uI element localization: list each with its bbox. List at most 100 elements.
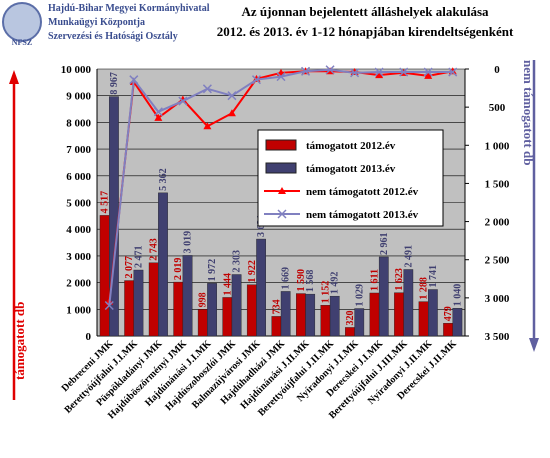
bar: [428, 289, 438, 337]
data-label: 2 961: [379, 232, 390, 255]
bar: [182, 255, 193, 337]
marker: [350, 68, 360, 78]
org-line: Munkaügyi Központja: [48, 17, 145, 28]
y-axis-title: támogatott db: [12, 302, 27, 380]
marker: [374, 67, 384, 77]
legend-label: támogatott 2013.év: [306, 163, 396, 175]
bar: [271, 316, 282, 337]
bar: [296, 293, 306, 337]
legend-label: nem támogatott 2012.év: [306, 186, 419, 198]
bar: [99, 215, 110, 337]
data-label: 1 040: [452, 284, 463, 307]
y-tick-label: 7 000: [66, 144, 91, 156]
data-label: 1 029: [354, 284, 365, 307]
y-tick-label: 1 000: [66, 304, 91, 316]
data-label: 1 922: [247, 260, 258, 283]
marker: [375, 71, 384, 79]
marker: [424, 71, 433, 79]
bar: [418, 301, 429, 337]
legend-marker: [278, 187, 286, 194]
data-label: 2 743: [149, 238, 160, 261]
y-arrow-head: [9, 70, 19, 84]
marker: [251, 75, 261, 85]
data-label: 1 972: [207, 259, 218, 282]
y-tick-label: 6 000: [66, 171, 91, 183]
bar: [378, 256, 389, 337]
y-tick-label: 5 000: [66, 198, 91, 210]
data-label: 1 611: [369, 269, 380, 291]
bar: [148, 262, 159, 337]
data-label: 1 152: [320, 281, 331, 304]
chart-title: Az újonnan bejelentett álláshelyek alaku…: [241, 4, 489, 19]
logo: NFSZ: [2, 2, 42, 47]
bar: [280, 291, 291, 337]
bar: [345, 327, 355, 337]
bar: [320, 305, 331, 337]
y2-tick-label: 2 500: [485, 255, 510, 267]
data-label: 1 741: [428, 265, 439, 288]
bar: [222, 297, 233, 337]
marker: [227, 91, 237, 101]
org-line: Hajdú-Bihar Megyei Kormányhivatal: [48, 3, 210, 14]
marker: [227, 109, 236, 117]
y2-tick-label: 3 000: [485, 293, 510, 305]
marker: [178, 96, 188, 106]
marker: [325, 65, 335, 75]
y-tick-label: 4 000: [66, 224, 91, 236]
bar: [246, 284, 257, 337]
bar: [394, 292, 404, 337]
bar: [403, 269, 414, 337]
data-label: 998: [198, 292, 209, 307]
bar: [329, 295, 340, 337]
bar: [197, 309, 208, 337]
marker: [399, 67, 409, 77]
marker: [301, 66, 311, 76]
bar: [369, 292, 380, 337]
y-tick-label: 2 000: [66, 278, 91, 290]
data-label: 2 303: [232, 250, 243, 273]
legend-swatch: [265, 139, 297, 151]
chart-subtitle: 2012. és 2013. év 1-12 hónapjában kirend…: [217, 24, 514, 39]
y2-axis-title: nem támogatott db: [521, 60, 536, 165]
bar: [124, 280, 134, 337]
y2-tick-label: 0: [494, 64, 500, 76]
bar: [158, 192, 168, 337]
marker: [276, 72, 286, 82]
y2-tick-label: 500: [489, 102, 506, 114]
y2-arrow-head: [529, 338, 539, 352]
data-label: 734: [271, 299, 282, 314]
data-label: 1 444: [222, 273, 233, 296]
y-tick-label: 3 000: [66, 251, 91, 263]
data-label: 3 019: [183, 231, 194, 254]
legend-marker: [277, 209, 287, 219]
marker: [154, 113, 163, 121]
data-label: 8 967: [109, 72, 120, 95]
bar: [207, 283, 217, 337]
bar: [443, 323, 453, 337]
data-label: 1 288: [419, 277, 430, 300]
y-tick-label: 9 000: [66, 91, 91, 103]
y2-tick-label: 2 000: [485, 217, 510, 229]
marker: [104, 300, 114, 311]
data-label: 1 669: [281, 267, 292, 290]
data-label: 2 491: [403, 245, 414, 268]
bar: [452, 308, 463, 337]
data-label: 2 019: [173, 258, 184, 281]
y-tick-label: 8 000: [66, 117, 91, 129]
data-label: 5 362: [158, 168, 169, 191]
bar: [173, 281, 184, 337]
y2-tick-label: 1 000: [485, 140, 510, 152]
y2-tick-label: 3 500: [485, 331, 510, 343]
data-label: 2 077: [124, 256, 135, 279]
y-tick-label: 0: [86, 331, 92, 343]
bar: [231, 274, 242, 337]
legend-label: nem támogatott 2013.év: [306, 209, 419, 221]
data-label: 1 590: [296, 269, 307, 292]
data-label: 4 517: [100, 191, 111, 214]
marker: [423, 67, 433, 77]
bar: [305, 293, 316, 337]
marker: [153, 107, 163, 117]
data-label: 1 492: [330, 272, 341, 295]
marker: [129, 75, 139, 85]
